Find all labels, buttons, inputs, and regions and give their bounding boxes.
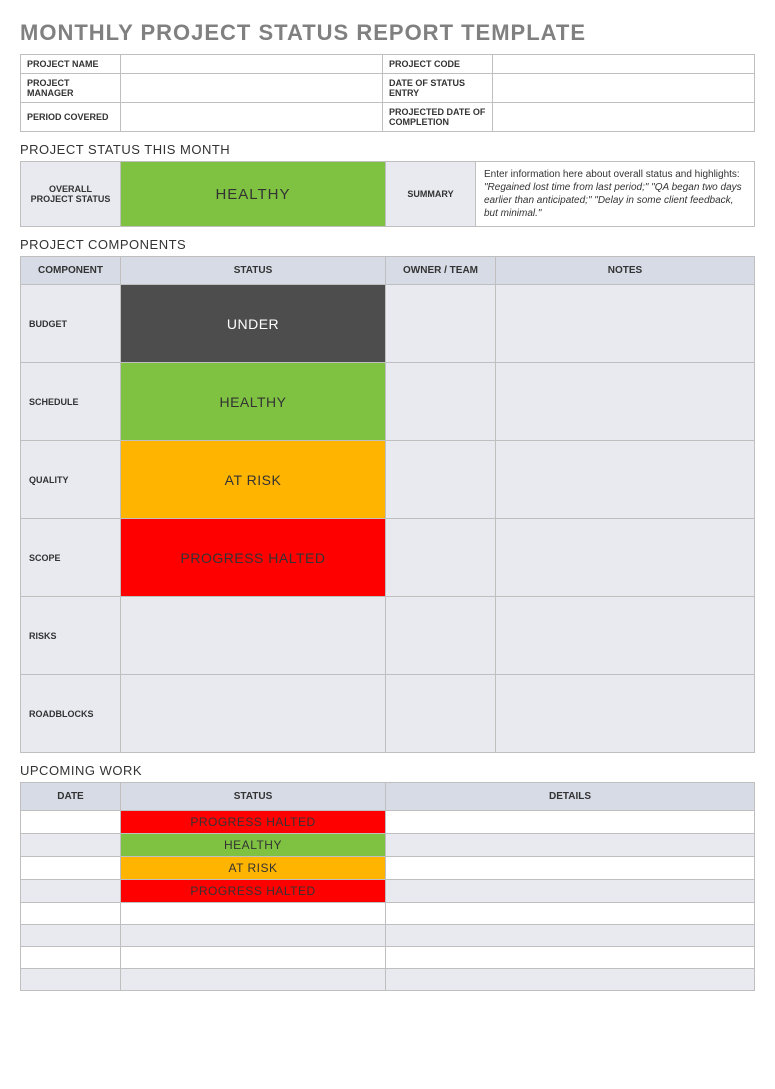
upcoming-row: HEALTHY	[21, 834, 755, 857]
upcoming-details[interactable]	[386, 925, 755, 947]
upcoming-status: HEALTHY	[121, 834, 386, 857]
component-label: ROADBLOCKS	[21, 675, 121, 753]
label-projected-completion: PROJECTED DATE OF COMPLETION	[383, 103, 493, 132]
upcoming-details[interactable]	[386, 857, 755, 880]
component-status	[121, 597, 386, 675]
component-label: SCOPE	[21, 519, 121, 597]
component-status: PROGRESS HALTED	[121, 519, 386, 597]
component-owner[interactable]	[386, 675, 496, 753]
component-row: ROADBLOCKS	[21, 675, 755, 753]
component-label: RISKS	[21, 597, 121, 675]
label-summary: SUMMARY	[386, 162, 476, 227]
label-period-covered: PERIOD COVERED	[21, 103, 121, 132]
project-info-table: PROJECT NAME PROJECT CODE PROJECT MANAGE…	[20, 54, 755, 132]
heading-status-month: PROJECT STATUS THIS MONTH	[20, 142, 755, 157]
label-project-name: PROJECT NAME	[21, 55, 121, 74]
component-status	[121, 675, 386, 753]
upcoming-date[interactable]	[21, 903, 121, 925]
components-body: BUDGETUNDERSCHEDULEHEALTHYQUALITYAT RISK…	[21, 285, 755, 753]
component-notes[interactable]	[496, 363, 755, 441]
summary-text[interactable]: Enter information here about overall sta…	[476, 162, 755, 227]
value-date-of-entry[interactable]	[493, 74, 755, 103]
label-project-manager: PROJECT MANAGER	[21, 74, 121, 103]
upcoming-row	[21, 903, 755, 925]
th-details: DETAILS	[386, 783, 755, 811]
upcoming-row	[21, 969, 755, 991]
component-status: AT RISK	[121, 441, 386, 519]
th-component: COMPONENT	[21, 257, 121, 285]
upcoming-status	[121, 969, 386, 991]
upcoming-status: PROGRESS HALTED	[121, 811, 386, 834]
component-notes[interactable]	[496, 675, 755, 753]
component-label: BUDGET	[21, 285, 121, 363]
value-project-name[interactable]	[121, 55, 383, 74]
component-notes[interactable]	[496, 285, 755, 363]
component-label: QUALITY	[21, 441, 121, 519]
component-notes[interactable]	[496, 597, 755, 675]
summary-intro: Enter information here about overall sta…	[484, 169, 740, 180]
upcoming-row: PROGRESS HALTED	[21, 811, 755, 834]
th-status: STATUS	[121, 257, 386, 285]
value-projected-completion[interactable]	[493, 103, 755, 132]
value-project-code[interactable]	[493, 55, 755, 74]
heading-upcoming: UPCOMING WORK	[20, 763, 755, 778]
upcoming-details[interactable]	[386, 834, 755, 857]
upcoming-date[interactable]	[21, 857, 121, 880]
overall-status-cell: HEALTHY	[121, 162, 386, 227]
upcoming-status: AT RISK	[121, 857, 386, 880]
value-period-covered[interactable]	[121, 103, 383, 132]
th-owner: OWNER / TEAM	[386, 257, 496, 285]
upcoming-date[interactable]	[21, 969, 121, 991]
upcoming-date[interactable]	[21, 811, 121, 834]
upcoming-details[interactable]	[386, 969, 755, 991]
upcoming-row	[21, 925, 755, 947]
th-date: DATE	[21, 783, 121, 811]
upcoming-row: AT RISK	[21, 857, 755, 880]
upcoming-status	[121, 903, 386, 925]
upcoming-row: PROGRESS HALTED	[21, 880, 755, 903]
component-label: SCHEDULE	[21, 363, 121, 441]
upcoming-row	[21, 947, 755, 969]
heading-components: PROJECT COMPONENTS	[20, 237, 755, 252]
status-month-table: OVERALL PROJECT STATUS HEALTHY SUMMARY E…	[20, 161, 755, 227]
upcoming-details[interactable]	[386, 811, 755, 834]
page-title: MONTHLY PROJECT STATUS REPORT TEMPLATE	[20, 20, 755, 46]
upcoming-body: PROGRESS HALTEDHEALTHYAT RISKPROGRESS HA…	[21, 811, 755, 991]
value-project-manager[interactable]	[121, 74, 383, 103]
component-notes[interactable]	[496, 441, 755, 519]
component-row: SCHEDULEHEALTHY	[21, 363, 755, 441]
upcoming-details[interactable]	[386, 947, 755, 969]
label-project-code: PROJECT CODE	[383, 55, 493, 74]
th-upcoming-status: STATUS	[121, 783, 386, 811]
component-notes[interactable]	[496, 519, 755, 597]
component-owner[interactable]	[386, 519, 496, 597]
upcoming-status	[121, 947, 386, 969]
upcoming-date[interactable]	[21, 880, 121, 903]
component-row: QUALITYAT RISK	[21, 441, 755, 519]
summary-example: "Regained lost time from last period;" "…	[484, 182, 742, 219]
component-row: SCOPEPROGRESS HALTED	[21, 519, 755, 597]
component-owner[interactable]	[386, 363, 496, 441]
component-owner[interactable]	[386, 597, 496, 675]
component-status: HEALTHY	[121, 363, 386, 441]
component-owner[interactable]	[386, 285, 496, 363]
component-row: RISKS	[21, 597, 755, 675]
upcoming-status	[121, 925, 386, 947]
upcoming-details[interactable]	[386, 903, 755, 925]
component-row: BUDGETUNDER	[21, 285, 755, 363]
upcoming-table: DATE STATUS DETAILS PROGRESS HALTEDHEALT…	[20, 782, 755, 991]
upcoming-status: PROGRESS HALTED	[121, 880, 386, 903]
th-notes: NOTES	[496, 257, 755, 285]
component-owner[interactable]	[386, 441, 496, 519]
label-date-of-entry: DATE OF STATUS ENTRY	[383, 74, 493, 103]
label-overall-status: OVERALL PROJECT STATUS	[21, 162, 121, 227]
upcoming-date[interactable]	[21, 834, 121, 857]
upcoming-date[interactable]	[21, 925, 121, 947]
component-status: UNDER	[121, 285, 386, 363]
upcoming-details[interactable]	[386, 880, 755, 903]
components-table: COMPONENT STATUS OWNER / TEAM NOTES BUDG…	[20, 256, 755, 753]
upcoming-date[interactable]	[21, 947, 121, 969]
